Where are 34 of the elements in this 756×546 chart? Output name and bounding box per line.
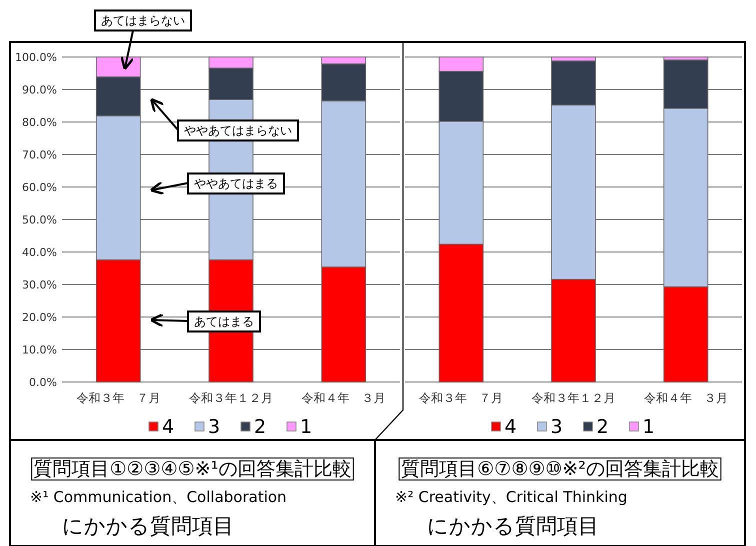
- y-tick-label: 50.0%: [22, 214, 57, 226]
- y-tick-label: 60.0%: [22, 181, 57, 194]
- x-tick-label: 令和３年 ７月: [419, 391, 504, 405]
- legend-label: 3: [550, 416, 563, 438]
- x-tick-label: 令和４年 ３月: [302, 391, 386, 405]
- legend-label: 4: [504, 416, 517, 438]
- annotation: ややあてはまる: [194, 176, 278, 190]
- text: にかかる質問項目: [62, 514, 234, 538]
- legend-label: 2: [596, 416, 609, 438]
- legend-label: 3: [208, 416, 220, 438]
- x-tick-label: 令和３年１２月: [532, 391, 616, 405]
- y-tick-label: 20.0%: [22, 311, 57, 324]
- y-tick-label: 80.0%: [22, 116, 57, 129]
- x-tick-label: 令和３年１２月: [189, 391, 273, 405]
- x-tick-label: 令和３年 ７月: [76, 391, 160, 405]
- y-tick-label: 100.0%: [15, 51, 57, 64]
- text: 質問項目①②③④⑤※¹の回答集計比較: [34, 458, 352, 480]
- text: 質問項目⑥⑦⑧⑨⑩※²の回答集計比較: [401, 458, 719, 480]
- annotation: あてはまる: [194, 314, 254, 328]
- text: ※¹ Communication、Collaboration: [30, 488, 287, 506]
- legend-label: 4: [162, 416, 174, 438]
- legend-label: 1: [642, 416, 655, 438]
- text: にかかる質問項目: [427, 514, 599, 538]
- y-tick-label: 70.0%: [22, 148, 57, 162]
- y-tick-label: 40.0%: [22, 246, 57, 259]
- legend-label: 1: [300, 416, 312, 438]
- x-tick-label: 令和４年 ３月: [644, 391, 728, 405]
- text: ※² Creativity、Critical Thinking: [395, 488, 628, 506]
- annotation: ややあてはまらない: [184, 124, 292, 138]
- y-tick-label: 10.0%: [22, 344, 57, 356]
- y-tick-label: 30.0%: [22, 278, 57, 292]
- y-tick-label: 0.0%: [29, 376, 57, 389]
- legend-label: 2: [254, 416, 266, 438]
- y-tick-label: 90.0%: [22, 84, 57, 96]
